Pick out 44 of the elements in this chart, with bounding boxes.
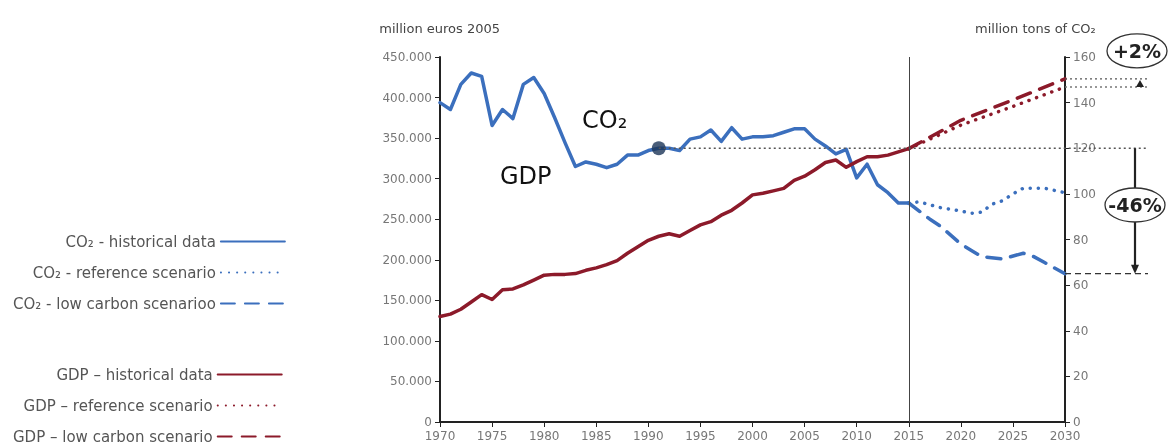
- y-tick-label: 350.000: [382, 131, 432, 146]
- y-tick-label: 200.000: [382, 252, 432, 267]
- x-tick-label: 2005: [789, 429, 820, 443]
- y2-tick-label: 40: [1073, 323, 1089, 338]
- legend-label: CO₂ - historical data: [65, 232, 216, 251]
- x-tick-label: 2015: [893, 429, 925, 443]
- y2-tick-label: 0: [1073, 415, 1081, 429]
- x-tick-label: 2025: [997, 429, 1029, 443]
- y-tick-label: 50.000: [390, 374, 432, 389]
- x-tick-label: 1990: [633, 429, 664, 443]
- y-tick-label: 400.000: [382, 90, 432, 105]
- y2-tick-label: 80: [1073, 232, 1089, 247]
- y-tick-label: 0: [424, 415, 432, 429]
- y2-tick-label: 100: [1073, 186, 1096, 201]
- x-tick-label: 1975: [476, 429, 508, 443]
- legend-label: CO₂ - reference scenario: [32, 263, 216, 282]
- legend-label: GDP – reference scenario: [23, 396, 213, 415]
- y-tick-label: 250.000: [382, 212, 432, 227]
- x-tick-label: 2020: [945, 429, 977, 443]
- annotation: GDP: [500, 162, 552, 190]
- x-tick-label: 2000: [737, 429, 768, 443]
- y2-tick-label: 60: [1073, 278, 1089, 293]
- y-tick-label: 450.000: [382, 50, 432, 64]
- y-tick-label: 100.000: [382, 333, 432, 348]
- legend-label: GDP – low carbon scenario: [13, 427, 213, 446]
- y-axis-title: million euros 2005: [379, 21, 500, 36]
- legend-label: CO₂ - low carbon scenarioo: [12, 294, 216, 313]
- y2-tick-label: 20: [1073, 369, 1089, 384]
- x-tick-label: 1985: [580, 429, 612, 443]
- y2-tick-label: 120: [1073, 141, 1096, 156]
- x-tick-label: 1980: [528, 429, 560, 443]
- x-tick-label: 1970: [424, 429, 456, 443]
- x-tick-label: 2010: [841, 429, 872, 443]
- legend-label: GDP – historical data: [56, 365, 213, 384]
- text: +2%: [1112, 39, 1162, 62]
- y-tick-label: 300.000: [382, 171, 432, 186]
- y2-tick-label: 160: [1073, 50, 1096, 64]
- x-tick-label: 2030: [1049, 429, 1081, 443]
- y2-axis-title: million tons of CO₂: [975, 21, 1096, 36]
- x-tick-label: 1995: [685, 429, 716, 443]
- text: -46%: [1108, 193, 1162, 216]
- annotation: CO₂: [582, 106, 628, 134]
- y-tick-label: 150.000: [382, 293, 432, 308]
- y2-tick-label: 140: [1073, 95, 1096, 110]
